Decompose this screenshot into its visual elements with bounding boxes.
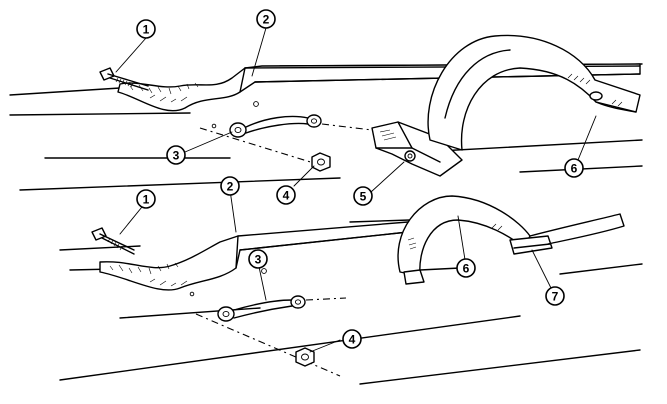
lower-bolt — [91, 227, 135, 255]
callout-label: 4 — [349, 333, 356, 347]
callout-label: 2 — [227, 180, 234, 194]
lower-centerline-2 — [305, 297, 347, 301]
callout-lower-6: 6 — [456, 258, 476, 278]
upper-eye-bracket — [229, 114, 322, 138]
upper-centerline-1 — [199, 127, 331, 169]
lower-leader-lines — [119, 189, 555, 353]
lower-strap — [397, 195, 625, 285]
lower-nut — [295, 347, 315, 367]
upper-strap — [427, 34, 641, 151]
callout-label: 3 — [173, 149, 180, 163]
callout-upper-3: 3 — [166, 145, 186, 165]
callout-lower-1: 1 — [136, 189, 156, 209]
callout-lower-3: 3 — [248, 249, 268, 269]
callout-label: 4 — [283, 189, 290, 203]
lower-assembly — [59, 189, 643, 385]
callout-label: 7 — [552, 290, 559, 304]
callout-label: 3 — [255, 253, 262, 267]
callout-lower-2: 2 — [220, 176, 240, 196]
upper-nut — [311, 152, 331, 172]
callout-label: 6 — [571, 162, 578, 176]
callout-label: 1 — [143, 23, 150, 37]
callout-label: 5 — [360, 190, 367, 204]
callout-upper-2: 2 — [256, 9, 276, 29]
upper-centerline-2 — [321, 123, 373, 131]
callout-label: 1 — [143, 193, 150, 207]
callout-lower-7: 7 — [545, 286, 565, 306]
callout-upper-4: 4 — [276, 185, 296, 205]
upper-buckle — [371, 121, 463, 177]
callout-upper-6: 6 — [564, 158, 584, 178]
lower-eye-bracket — [217, 295, 306, 322]
callout-lower-4: 4 — [342, 329, 362, 349]
upper-assembly — [9, 27, 643, 193]
callout-label: 6 — [463, 262, 470, 276]
callout-label: 2 — [263, 13, 270, 27]
upper-frame-lines — [9, 63, 643, 191]
lower-panel-bracket — [99, 221, 409, 297]
lower-centerline-1 — [195, 313, 341, 377]
upper-leader-lines — [115, 27, 597, 193]
upper-bolt — [99, 67, 149, 91]
callout-upper-1: 1 — [136, 19, 156, 39]
callout-upper-5: 5 — [353, 186, 373, 206]
